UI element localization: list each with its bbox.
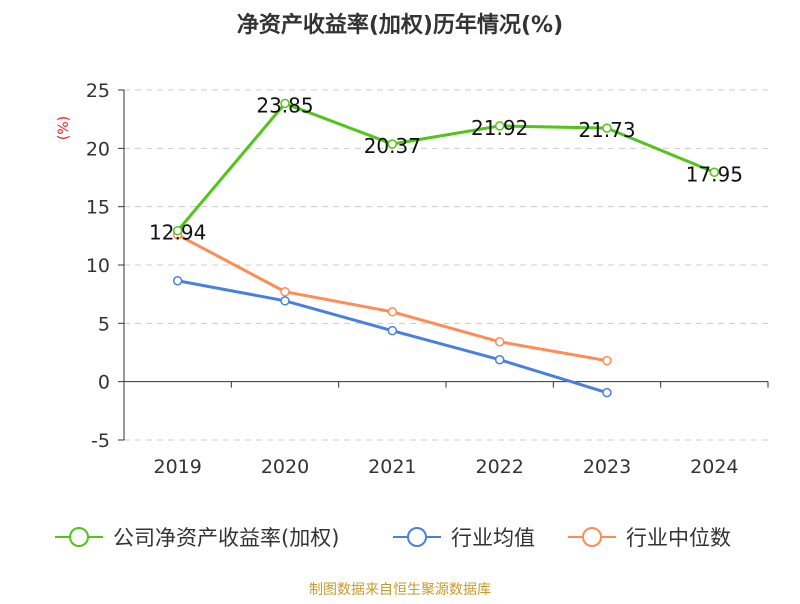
data-point xyxy=(494,121,505,131)
data-point xyxy=(387,307,398,317)
data-label: 20.37 xyxy=(364,134,421,158)
legend-marker xyxy=(407,527,427,547)
y-tick-label: 20 xyxy=(86,138,110,160)
y-tick-label: 0 xyxy=(98,372,110,394)
series-line xyxy=(176,101,715,232)
y-tick-label: -5 xyxy=(91,430,110,452)
data-label: 12.94 xyxy=(149,221,206,245)
data-point xyxy=(602,355,612,366)
data-point xyxy=(494,354,505,365)
chart-title: 净资产收益率(加权)历年情况(%) xyxy=(237,12,563,38)
x-tick-label: 2024 xyxy=(690,456,738,478)
data-point xyxy=(709,167,720,177)
series-line xyxy=(176,233,608,363)
y-tick-label: 10 xyxy=(86,255,110,277)
legend-marker xyxy=(582,527,602,547)
y-tick-label: 15 xyxy=(86,197,110,219)
data-point xyxy=(280,296,290,306)
source-note: 制图数据来自恒生聚源数据库 xyxy=(309,582,491,598)
legend-label: 行业中位数 xyxy=(626,526,731,550)
data-point xyxy=(387,139,398,149)
data-point xyxy=(602,123,612,133)
series-line xyxy=(177,279,608,395)
x-tick-label: 2022 xyxy=(475,456,523,478)
data-point xyxy=(494,337,505,347)
data-point xyxy=(280,286,290,297)
data-point xyxy=(172,225,183,236)
data-label: 21.73 xyxy=(578,118,635,142)
data-label: 23.85 xyxy=(256,93,313,117)
data-point xyxy=(280,98,290,109)
legend-label: 行业均值 xyxy=(451,526,535,550)
data-point xyxy=(172,276,183,286)
data-label: 17.95 xyxy=(686,162,743,186)
legend-label: 公司净资产收益率(加权) xyxy=(113,526,339,550)
x-tick-label: 2019 xyxy=(153,456,201,478)
y-tick-label: 25 xyxy=(86,80,110,102)
data-point xyxy=(387,325,398,336)
x-tick-label: 2020 xyxy=(261,456,309,478)
x-tick-label: 2021 xyxy=(368,456,416,478)
x-tick-label: 2023 xyxy=(583,456,631,478)
data-label: 21.92 xyxy=(471,116,528,140)
legend-marker xyxy=(69,527,89,547)
y-tick-label: 5 xyxy=(98,313,110,335)
data-point xyxy=(602,387,612,398)
y-axis-label: (%) xyxy=(56,116,72,140)
